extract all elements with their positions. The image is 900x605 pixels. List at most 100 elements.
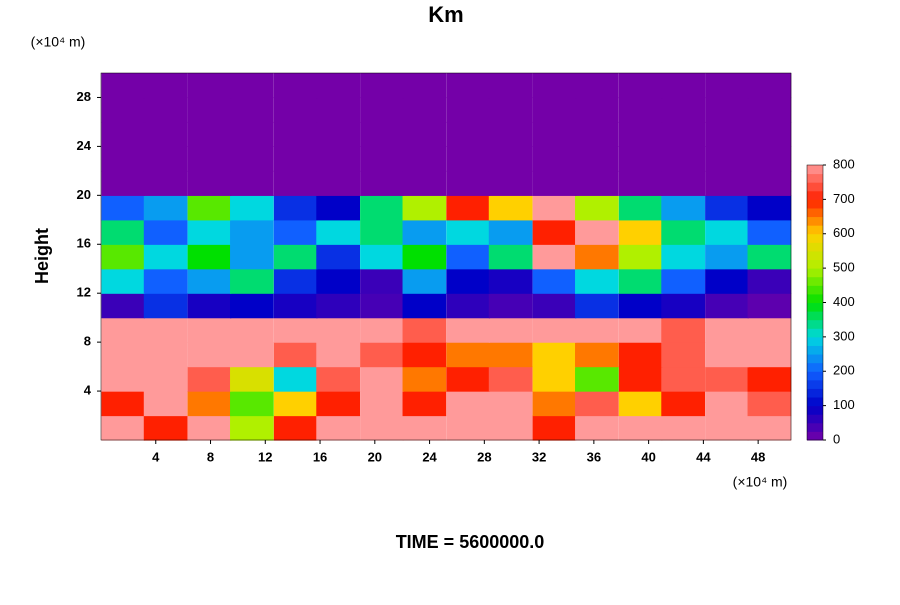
plot-frame: [100, 72, 792, 441]
heat-cell: [273, 170, 318, 196]
heat-cell: [661, 391, 706, 417]
colorbar-band: [807, 354, 823, 364]
heat-cell: [402, 195, 447, 221]
colorbar-band: [807, 182, 823, 192]
y-tick-label: 12: [77, 285, 91, 300]
heat-cell: [661, 268, 706, 294]
heat-cell: [360, 195, 404, 221]
heat-cell: [488, 268, 533, 294]
colorbar-band: [807, 302, 823, 312]
colorbar-band: [807, 293, 823, 303]
colorbar-band: [807, 268, 823, 278]
heat-cell: [143, 415, 188, 441]
heat-cell: [101, 317, 146, 343]
heat-cell: [143, 170, 188, 196]
x-tick-label: 28: [477, 449, 491, 464]
heat-cell: [360, 342, 404, 368]
heat-cell: [402, 366, 447, 392]
heat-cell: [316, 195, 361, 221]
heat-cell: [661, 195, 706, 221]
heat-cell: [402, 121, 447, 147]
heat-cell: [618, 415, 663, 441]
colorbar-band: [807, 328, 823, 338]
heat-cell: [187, 73, 232, 99]
heat-cell: [101, 73, 146, 99]
heat-cell: [101, 244, 146, 270]
heat-cell: [661, 170, 706, 196]
heat-cell: [446, 121, 491, 147]
heat-cell: [360, 244, 404, 270]
heat-cell: [273, 121, 318, 147]
heat-cell: [747, 219, 792, 245]
heat-cell: [273, 146, 318, 172]
heat-cell: [618, 97, 663, 123]
heat-cell: [532, 342, 577, 368]
heat-cell: [532, 293, 577, 319]
heat-cell: [402, 73, 447, 99]
heat-cell: [187, 146, 232, 172]
heat-cell: [747, 97, 792, 123]
heat-cell: [360, 268, 404, 294]
heat-cell: [661, 73, 706, 99]
heat-cell: [187, 97, 232, 123]
heat-cell: [488, 391, 533, 417]
heat-cell: [661, 219, 706, 245]
heat-cell: [187, 219, 232, 245]
heat-cell: [402, 219, 447, 245]
colorbar-band: [807, 216, 823, 226]
heat-cell: [316, 244, 361, 270]
heat-cell: [187, 317, 232, 343]
heat-cell: [187, 342, 232, 368]
heat-cell: [273, 317, 318, 343]
heat-cell: [402, 170, 447, 196]
heat-cell: [143, 268, 188, 294]
colorbar-band: [807, 371, 823, 381]
heat-cell: [230, 366, 274, 392]
heat-cell: [705, 366, 749, 392]
heat-cell: [360, 293, 404, 319]
colorbar-band: [807, 233, 823, 243]
heat-cell: [230, 391, 274, 417]
colorbar-band: [807, 259, 823, 269]
heat-cell: [187, 391, 232, 417]
heat-cell: [575, 73, 619, 99]
heat-cell: [446, 170, 491, 196]
heat-cell: [532, 317, 577, 343]
heat-cell: [618, 293, 663, 319]
heat-cell: [446, 391, 491, 417]
colorbar-band: [807, 345, 823, 355]
heat-cell: [360, 219, 404, 245]
heat-cell: [532, 244, 577, 270]
heat-cell: [618, 391, 663, 417]
heat-cell: [143, 293, 188, 319]
heat-cell: [532, 366, 577, 392]
heat-cell: [360, 146, 404, 172]
heat-cell: [446, 97, 491, 123]
heat-cell: [360, 415, 404, 441]
heat-cell: [316, 146, 361, 172]
heat-cell: [446, 268, 491, 294]
heat-cell: [360, 97, 404, 123]
heat-cell: [143, 366, 188, 392]
heat-cell: [575, 366, 619, 392]
heat-cell: [661, 293, 706, 319]
colorbar-band: [807, 199, 823, 209]
heat-cell: [273, 342, 318, 368]
heat-cell: [705, 97, 749, 123]
heat-cell: [360, 121, 404, 147]
heat-cell: [575, 244, 619, 270]
heat-cell: [187, 366, 232, 392]
colorbar-band: [807, 250, 823, 261]
heat-cell: [747, 415, 792, 441]
colorbar-tick-label: 300: [833, 328, 855, 343]
y-unit: (×10⁴ m): [31, 34, 86, 50]
y-tick-label: 16: [77, 236, 91, 251]
colorbar-band: [807, 173, 823, 183]
heat-cell: [488, 170, 533, 196]
heat-cell: [273, 219, 318, 245]
heat-cell: [273, 244, 318, 270]
heat-cell: [273, 391, 318, 417]
colorbar-band: [807, 165, 823, 175]
heat-cell: [316, 293, 361, 319]
heat-cell: [316, 219, 361, 245]
